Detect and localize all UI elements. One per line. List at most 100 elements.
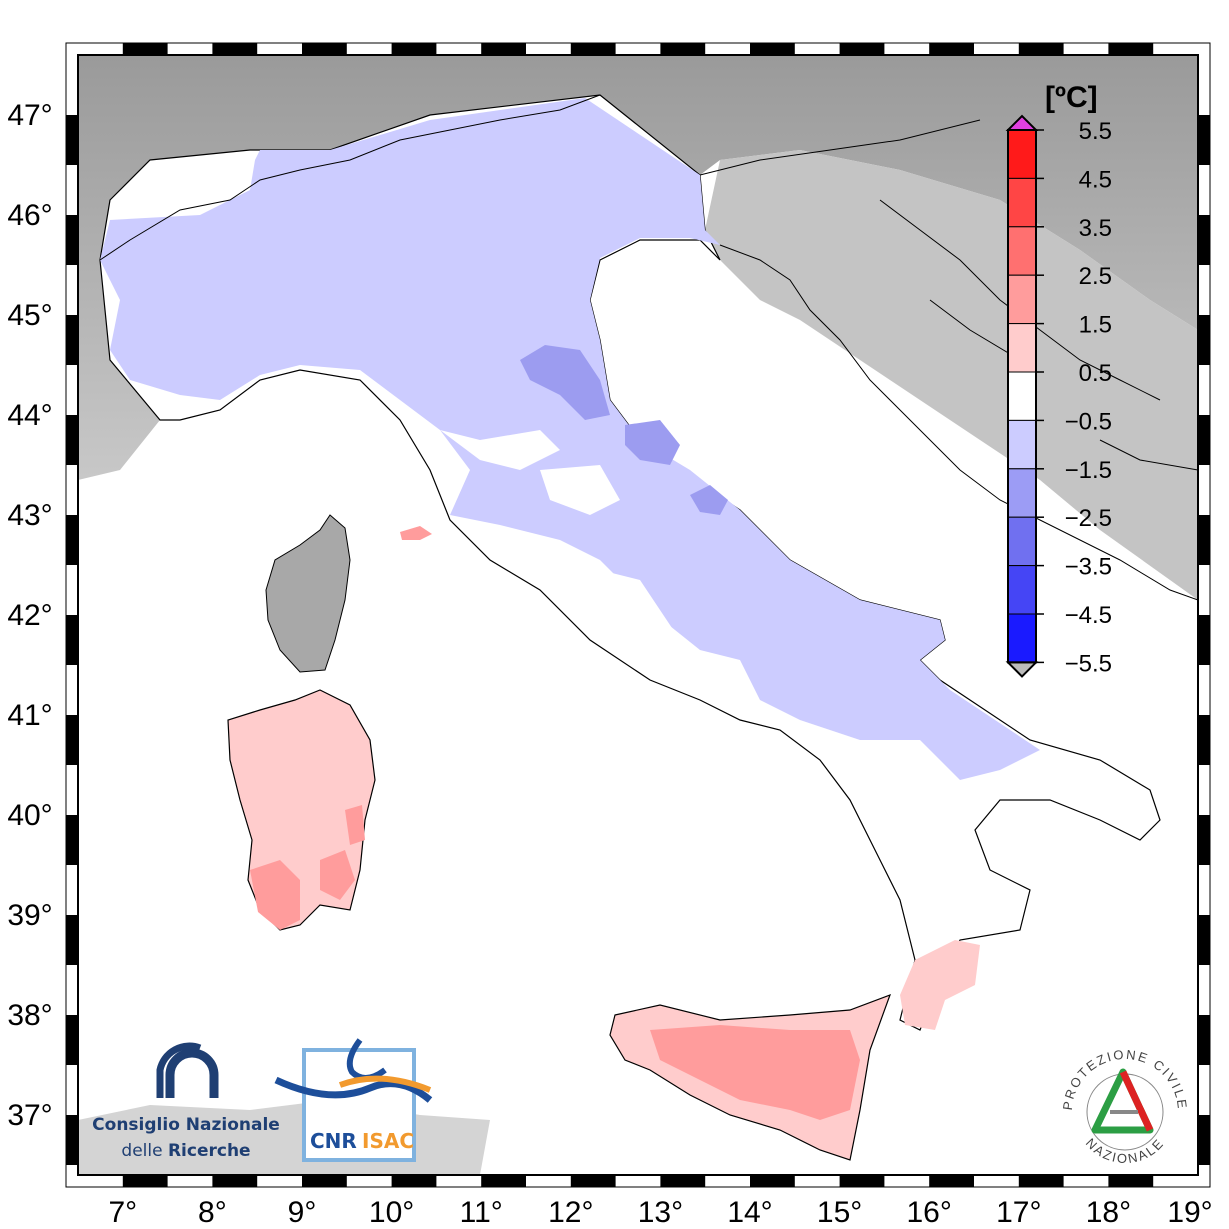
- frame-segment: [391, 1175, 437, 1187]
- isac-wave-icon: [274, 1076, 433, 1103]
- longitude-label: 13°: [638, 1196, 683, 1229]
- frame-segment: [1198, 1015, 1210, 1065]
- colorbar-bin: [1007, 419, 1037, 470]
- colorbar-outline: [1007, 129, 1037, 664]
- corsica: [265, 514, 351, 673]
- colorbar-tick-label: −1.5: [1065, 457, 1112, 484]
- frame-segment: [66, 515, 78, 565]
- longitude-label: 12°: [548, 1196, 593, 1229]
- frame-segment: [66, 1115, 78, 1165]
- cnr-emblem-icon: [156, 1042, 219, 1098]
- frame-segment: [1198, 1115, 1210, 1165]
- colorbar-bin: [1007, 177, 1037, 228]
- latitude-label: 45°: [7, 299, 52, 332]
- colorbar-bin: [1007, 226, 1037, 276]
- frame-segment: [66, 615, 78, 665]
- frame-segment: [929, 1175, 974, 1187]
- colorbar-tick-label: 3.5: [1079, 215, 1112, 242]
- frame-segment: [212, 1175, 258, 1187]
- colorbar-bin: [1007, 129, 1037, 179]
- colorbar: 5.5 4.5 3.5 2.5 1.5 0.5 −0.5 −1.5 −2.5 −3.5 −4.5 −5…: [1005, 114, 1112, 678]
- frame-segment: [1108, 43, 1154, 55]
- frame-segment: [1198, 515, 1210, 565]
- colorbar-tick-label: −2.5: [1065, 505, 1112, 532]
- isac-label-isac: ISAC: [362, 1129, 414, 1153]
- frame-segment: [1198, 415, 1210, 465]
- colorbar-tick-label: 1.5: [1079, 312, 1112, 339]
- colorbar-tick-label: −4.5: [1065, 602, 1112, 629]
- latitude-label: 44°: [7, 399, 52, 432]
- frame-segment: [66, 215, 78, 265]
- cnr-logo: Consiglio Nazionale delle Ricerche: [92, 1042, 280, 1161]
- anomaly-cool-strong: [690, 485, 728, 515]
- isac-label-cnr: CNR: [310, 1129, 357, 1153]
- cnr-name-line1: Consiglio Nazionale: [92, 1115, 280, 1135]
- colorbar-tick-label: 0.5: [1079, 360, 1112, 387]
- anomaly-warm-patch: [650, 1025, 860, 1120]
- frame-segment: [660, 1175, 706, 1187]
- frame-segment: [1198, 915, 1210, 965]
- isac-orange-wave-icon: [338, 1075, 432, 1093]
- anomaly-warm-patch: [345, 805, 365, 845]
- latitude-label: 38°: [7, 999, 52, 1032]
- alps-relief: [78, 55, 1198, 480]
- colorbar-bin: [1007, 468, 1037, 518]
- frame-segment: [570, 43, 616, 55]
- latitude-label: 37°: [7, 1099, 52, 1132]
- frame-segment: [66, 715, 78, 765]
- longitude-label: 16°: [907, 1196, 952, 1229]
- colorbar-tick-label: 2.5: [1079, 263, 1112, 290]
- colorbar-unit: [ºC]: [1045, 81, 1098, 114]
- frame-segment: [1198, 215, 1210, 265]
- frame-segment: [750, 43, 795, 55]
- latitude-label: 46°: [7, 199, 52, 232]
- colorbar-tick-label: −0.5: [1065, 408, 1112, 435]
- anomaly-neutral-patch: [440, 430, 560, 470]
- colorbar-bin: [1007, 516, 1037, 567]
- longitude-label: 7°: [108, 1196, 137, 1229]
- frame-segment: [929, 43, 974, 55]
- longitude-label: 14°: [727, 1196, 772, 1229]
- frame-segment: [66, 315, 78, 365]
- longitude-label: 17°: [996, 1196, 1041, 1229]
- latitude-label: 47°: [7, 99, 52, 132]
- longitude-label: 19°: [1167, 1196, 1212, 1229]
- colorbar-tick-label: 4.5: [1079, 166, 1112, 193]
- frame-segment: [391, 43, 437, 55]
- frame-segment: [212, 43, 258, 55]
- longitude-labels: 7° 8° 9° 10° 11° 12° 13° 14° 15° 16° 17° 18° 19°: [108, 1196, 1212, 1229]
- frame-segment: [1198, 115, 1210, 165]
- frame-segment: [481, 1175, 526, 1187]
- longitude-label: 18°: [1086, 1196, 1131, 1229]
- latitude-label: 41°: [7, 699, 52, 732]
- latitude-label: 43°: [7, 499, 52, 532]
- frame-segment: [839, 1175, 885, 1187]
- cnr-name-line2: delle Ricerche: [121, 1141, 250, 1161]
- frame-segment: [66, 915, 78, 965]
- elba-warm: [400, 526, 432, 540]
- frame-segment: [660, 43, 706, 55]
- colorbar-bin: [1007, 613, 1037, 663]
- cnr-name-line2-a: delle: [121, 1141, 168, 1161]
- alps-border: [99, 94, 601, 261]
- longitude-label: 9°: [288, 1196, 317, 1229]
- longitude-label: 11°: [460, 1196, 503, 1229]
- cnr-name-line2-b: Ricerche: [168, 1141, 251, 1161]
- anomaly-neutral-patch: [540, 465, 620, 515]
- frame-segment: [1198, 615, 1210, 665]
- colorbar-tick-label: −3.5: [1065, 554, 1112, 581]
- frame-segment: [839, 43, 885, 55]
- calabria-warm: [900, 940, 980, 1030]
- frame-segment: [122, 43, 168, 55]
- balkan-relief: [705, 150, 1198, 600]
- anomaly-neutral-patch: [560, 560, 680, 650]
- frame-segment: [66, 115, 78, 165]
- colorbar-bin: [1007, 565, 1037, 615]
- frame-segment: [1018, 43, 1064, 55]
- frame-segment: [66, 415, 78, 465]
- balkan-coastline: [719, 244, 1198, 601]
- anomaly-neutral-patch: [110, 160, 255, 220]
- latitude-label: 42°: [7, 599, 52, 632]
- colorbar-bin: [1007, 371, 1037, 421]
